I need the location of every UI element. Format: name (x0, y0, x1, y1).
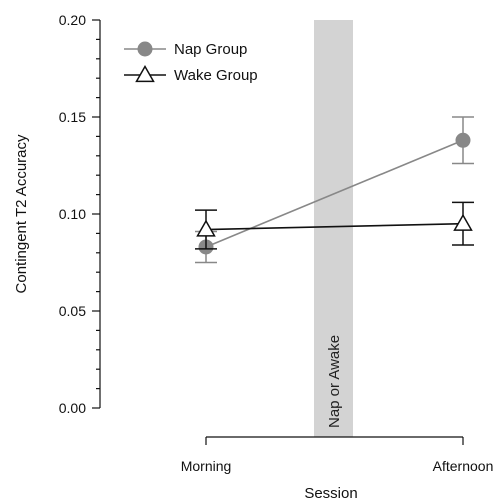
legend-marker (135, 64, 155, 83)
legend: Nap Group Wake Group (124, 41, 258, 84)
data-point (196, 219, 216, 237)
legend-label: Wake Group (174, 67, 258, 84)
y-axis: 0.00 0.05 0.10 0.15 0.20 (59, 12, 101, 416)
data-point (455, 132, 471, 148)
y-tick-label: 0.15 (59, 109, 86, 125)
series-layer (195, 116, 474, 264)
x-tick-label: Morning (181, 458, 232, 474)
y-tick-label: 0.10 (59, 206, 86, 222)
y-tick-label: 0.05 (59, 303, 86, 319)
legend-marker (137, 41, 153, 57)
x-axis-title: Session (304, 485, 357, 502)
x-axis: Morning Afternoon (181, 436, 494, 474)
nap-or-awake-band (314, 20, 353, 437)
series-line (205, 222, 464, 231)
y-axis-title: Contingent T2 Accuracy (13, 134, 30, 293)
legend-label: Nap Group (174, 41, 247, 58)
x-tick-label: Afternoon (433, 458, 494, 474)
nap-or-awake-label: Nap or Awake (326, 335, 343, 428)
series-wake-group (195, 201, 474, 250)
y-tick-label: 0.00 (59, 400, 86, 416)
data-point (453, 213, 473, 231)
y-tick-label: 0.20 (59, 12, 86, 28)
